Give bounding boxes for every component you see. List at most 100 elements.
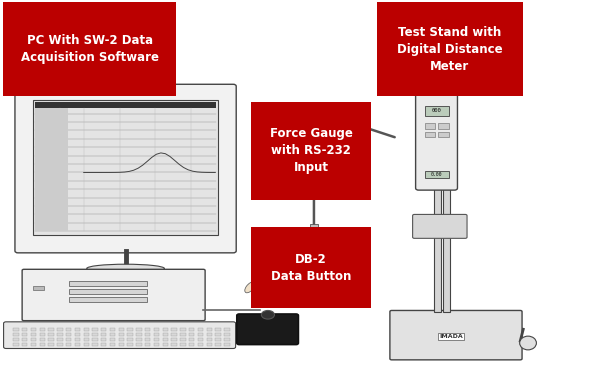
FancyBboxPatch shape xyxy=(15,84,236,253)
Bar xyxy=(30,328,36,331)
Bar xyxy=(33,286,44,290)
Bar xyxy=(30,333,36,336)
Bar xyxy=(39,328,45,331)
Bar xyxy=(304,261,323,265)
Bar xyxy=(69,297,147,302)
Bar xyxy=(127,343,133,346)
Bar xyxy=(75,338,80,341)
Bar xyxy=(22,328,28,331)
Bar xyxy=(215,343,221,346)
Bar xyxy=(75,343,80,346)
Bar xyxy=(154,328,159,331)
Bar xyxy=(75,333,80,336)
Bar xyxy=(136,333,142,336)
Bar xyxy=(101,333,106,336)
Text: Test Stand with
Digital Distance
Meter: Test Stand with Digital Distance Meter xyxy=(397,25,503,73)
Bar xyxy=(224,333,230,336)
Bar xyxy=(13,328,19,331)
Bar xyxy=(189,338,194,341)
Bar xyxy=(145,328,151,331)
Bar xyxy=(172,333,177,336)
Bar xyxy=(215,328,221,331)
Bar xyxy=(215,338,221,341)
FancyBboxPatch shape xyxy=(390,310,522,360)
Bar xyxy=(180,343,185,346)
Bar xyxy=(48,328,54,331)
Bar xyxy=(180,328,185,331)
Bar xyxy=(163,333,168,336)
Bar xyxy=(92,338,97,341)
FancyBboxPatch shape xyxy=(251,102,371,200)
Bar xyxy=(101,343,106,346)
Ellipse shape xyxy=(274,256,281,271)
Bar xyxy=(224,328,230,331)
Bar xyxy=(154,343,159,346)
Bar xyxy=(92,343,97,346)
FancyBboxPatch shape xyxy=(22,269,205,321)
Ellipse shape xyxy=(255,274,281,304)
Bar xyxy=(13,338,19,341)
Text: 0.0: 0.0 xyxy=(309,242,318,247)
Bar xyxy=(66,333,71,336)
Bar xyxy=(443,25,450,312)
Bar xyxy=(425,106,448,116)
Bar xyxy=(84,338,89,341)
Ellipse shape xyxy=(87,264,164,273)
Bar xyxy=(425,171,448,178)
Bar xyxy=(304,254,323,258)
Bar xyxy=(30,343,36,346)
Bar xyxy=(84,343,89,346)
Bar xyxy=(118,328,124,331)
Bar xyxy=(154,338,159,341)
Bar xyxy=(198,343,203,346)
Bar xyxy=(39,343,45,346)
Bar xyxy=(425,123,435,129)
Bar xyxy=(304,274,323,278)
Ellipse shape xyxy=(245,282,255,293)
Bar xyxy=(69,281,147,286)
Bar xyxy=(145,338,151,341)
Bar xyxy=(180,333,185,336)
Bar xyxy=(127,338,133,341)
FancyBboxPatch shape xyxy=(237,314,298,345)
Bar xyxy=(118,333,124,336)
Ellipse shape xyxy=(520,336,536,350)
Bar xyxy=(310,224,318,231)
Bar xyxy=(33,100,218,235)
Bar xyxy=(118,343,124,346)
Bar xyxy=(127,328,133,331)
FancyBboxPatch shape xyxy=(413,214,467,238)
Bar xyxy=(57,328,63,331)
Bar xyxy=(66,338,71,341)
Bar xyxy=(35,108,68,231)
Bar xyxy=(215,333,221,336)
Bar xyxy=(136,338,142,341)
Bar xyxy=(110,333,115,336)
Bar xyxy=(84,328,89,331)
Bar xyxy=(224,338,230,341)
Bar xyxy=(39,333,45,336)
Bar xyxy=(75,328,80,331)
Bar xyxy=(92,333,97,336)
Bar xyxy=(118,338,124,341)
Bar xyxy=(48,338,54,341)
FancyBboxPatch shape xyxy=(416,92,457,190)
Bar xyxy=(22,333,28,336)
Text: IMADA: IMADA xyxy=(440,334,463,339)
FancyBboxPatch shape xyxy=(377,2,523,96)
Bar xyxy=(66,328,71,331)
Bar xyxy=(207,338,212,341)
Bar xyxy=(224,343,230,346)
Bar xyxy=(438,123,449,129)
FancyBboxPatch shape xyxy=(251,227,371,308)
Bar xyxy=(198,333,203,336)
Circle shape xyxy=(261,310,274,319)
FancyBboxPatch shape xyxy=(295,230,332,299)
Bar xyxy=(163,328,168,331)
Bar xyxy=(154,333,159,336)
FancyBboxPatch shape xyxy=(4,322,236,348)
Bar xyxy=(172,328,177,331)
Ellipse shape xyxy=(268,256,274,271)
Bar xyxy=(189,328,194,331)
Bar xyxy=(69,289,147,294)
